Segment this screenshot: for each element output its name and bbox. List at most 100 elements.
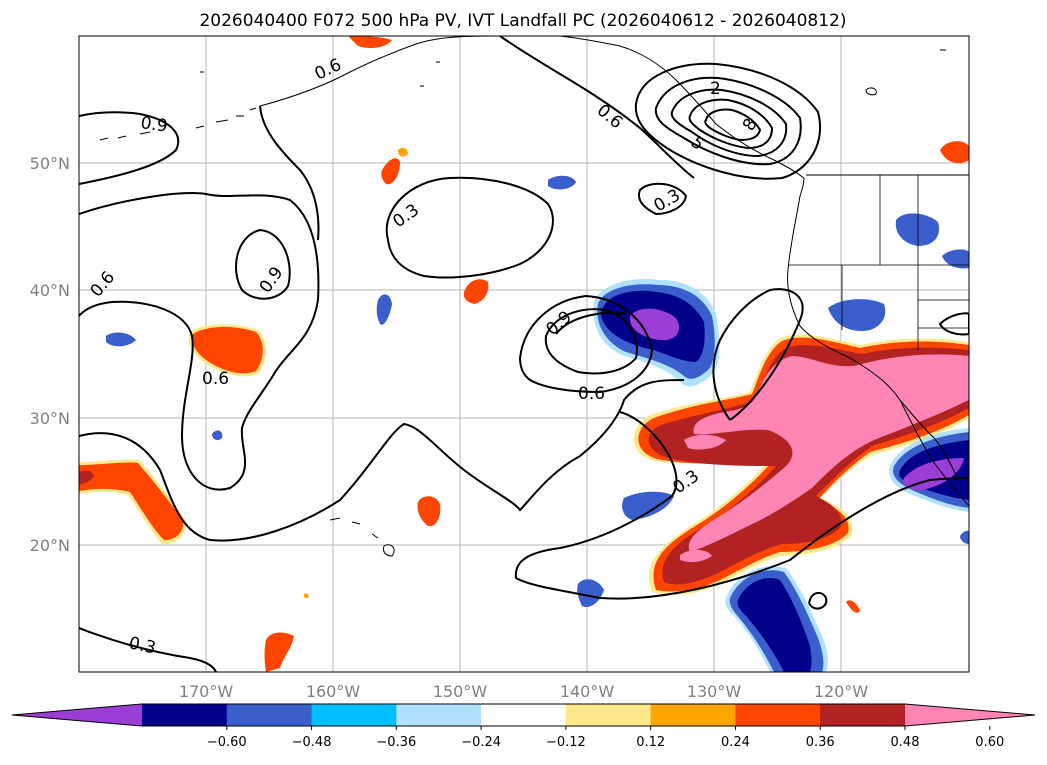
colorbar-bin — [142, 704, 228, 726]
island-dots — [200, 49, 946, 96]
contour-pv-max-5 — [704, 108, 762, 142]
coastlines — [99, 36, 969, 557]
neg-blob-168w-29n — [212, 430, 223, 441]
neg-blob-111w-43n — [942, 249, 969, 269]
neg-blob-114w-46n — [895, 213, 940, 246]
contour-0.6-east-ring — [938, 312, 969, 336]
ivt-positive-anomalies — [79, 36, 969, 672]
neg-blob-125w-n — [737, 578, 812, 672]
pv-contours — [79, 36, 969, 672]
neg-blob-157w-38n — [376, 294, 392, 325]
baja-california — [899, 399, 959, 481]
ivt-patch-150w — [463, 279, 489, 304]
ar-pink-patch — [684, 434, 726, 450]
gulf-of-alaska-coast — [559, 36, 805, 179]
colorbar-bin — [565, 704, 652, 726]
colorbar-tick-label: 0.12 — [636, 735, 665, 750]
state-border-1 — [879, 175, 919, 265]
colorbar-outline — [11, 703, 1036, 727]
colorbar-bin — [226, 704, 313, 726]
colorbar-tick-label: −0.24 — [461, 735, 501, 750]
colorbar-bin — [481, 704, 567, 726]
lon-tick-150w: 150°W — [433, 682, 488, 701]
hawaii — [329, 517, 395, 557]
colorbar: −0.60 −0.48 −0.36 −0.24 −0.12 0.12 0.24 0.36 0.4… — [11, 703, 1036, 750]
alaska-coast — [259, 36, 501, 107]
contour-0.9-140w — [555, 311, 627, 335]
colorbar-tick-label: 0.48 — [891, 735, 920, 750]
ivt-patch-155w-b — [398, 147, 408, 157]
contour-label: 0.6 — [578, 384, 605, 404]
neg-blob-110w-19n — [960, 530, 969, 544]
colorbar-extend-min — [12, 704, 142, 726]
contour-label: 2 — [710, 79, 721, 99]
contour-pv-max-1 — [634, 62, 822, 180]
lat-tick-40n: 40°N — [30, 281, 70, 300]
contour-0.6-140w — [518, 294, 654, 394]
colorbar-bin — [650, 704, 736, 726]
colorbar-tick-label: −0.48 — [292, 735, 332, 750]
contour-0.3-east — [712, 288, 804, 421]
contour-0.9-171w — [235, 228, 291, 300]
ar-plume-pink — [688, 354, 969, 552]
bc-coast — [799, 177, 805, 197]
colorbar-tick-label: 0.24 — [721, 735, 750, 750]
colorbar-tick-label: 0.36 — [806, 735, 835, 750]
colorbar-bin — [735, 704, 821, 726]
lat-tick-30n: 30°N — [30, 409, 70, 428]
neg-blob-144w-22n — [622, 491, 674, 520]
neg-blob-146w-51n — [548, 175, 576, 190]
contour-0.3-mid — [385, 176, 554, 279]
lat-tick-50n: 50°N — [30, 154, 70, 173]
colorbar-bin — [820, 704, 906, 726]
lon-tick-labels: 170°W 160°W 150°W 140°W 130°W 120°W — [179, 682, 869, 701]
contour-0.3-south-west — [79, 627, 217, 672]
lon-tick-140w: 140°W — [560, 682, 615, 701]
contour-0.6-gulf — [499, 36, 695, 179]
ivt-patch-west-edge-r — [79, 470, 94, 484]
contour-0.9-140w-inner — [544, 308, 638, 375]
colorbar-tick-label: −0.12 — [546, 735, 586, 750]
neg-blob-176w-36n — [106, 332, 136, 347]
lon-tick-130w: 130°W — [687, 682, 742, 701]
us-west-coast — [787, 195, 969, 507]
contour-0.6-south — [79, 379, 685, 542]
contour-0.3-main — [514, 411, 969, 600]
figure-title: 2026040400 F072 500 hPa PV, IVT Landfall… — [199, 11, 846, 31]
ar-pink-patch-2 — [680, 549, 712, 563]
contour-pv-max-3 — [670, 88, 788, 158]
contour-pv-max-4 — [688, 98, 774, 150]
lat-tick-labels: 50°N 40°N 30°N 20°N — [30, 154, 70, 555]
lat-tick-20n: 20°N — [30, 536, 70, 555]
contour-0.6-main-north — [79, 192, 320, 491]
contour-label: 0.6 — [202, 369, 229, 389]
lon-tick-160w: 160°W — [306, 682, 361, 701]
contour-0.6-aleutian — [259, 105, 320, 241]
state-border-3 — [841, 262, 919, 350]
lon-tick-120w: 120°W — [814, 682, 869, 701]
contour-0.9-nw — [79, 111, 180, 185]
ivt-patch-155w — [381, 158, 400, 185]
neg-blob-140w-p — [629, 308, 680, 341]
neg-blob-140w-17n — [577, 579, 604, 608]
map-border — [78, 35, 970, 673]
lon-tick-170w: 170°W — [179, 682, 234, 701]
ivt-patch-152w-south — [417, 496, 441, 527]
colorbar-extend-max — [905, 704, 1035, 726]
colorbar-bin — [396, 704, 482, 726]
ivt-patch-118w — [846, 600, 860, 613]
ivt-patch-west-edge-o — [79, 462, 184, 541]
neg-blob-sw-coast-p — [902, 458, 964, 490]
colorbar-tick-label: 0.60 — [975, 735, 1004, 750]
colorbar-tick-label: −0.36 — [376, 735, 416, 750]
colorbar-tick-label: −0.60 — [207, 735, 247, 750]
contour-0.3-ne — [638, 182, 688, 216]
colorbar-bin — [311, 704, 397, 726]
ivt-negative-anomalies — [106, 175, 969, 672]
ivt-patch-canada — [940, 141, 969, 164]
contour-label: 0.9 — [139, 113, 169, 137]
aleutian-islands — [99, 107, 257, 141]
ivt-patch-163w-north — [348, 36, 392, 48]
ivt-patch-170w-o — [192, 326, 263, 374]
